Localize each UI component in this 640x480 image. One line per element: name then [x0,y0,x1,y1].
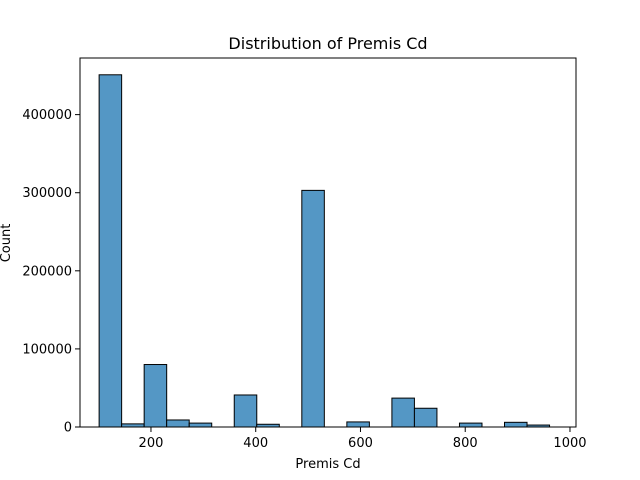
histogram-bar [346,421,370,428]
histogram-bar [98,74,123,428]
y-tick-label: 0 [64,421,72,436]
y-tick-label: 200000 [22,264,72,279]
histogram-bar [233,394,258,428]
y-axis-label: Count [0,224,14,263]
x-tick-label: 400 [243,436,268,451]
y-tick-label: 400000 [22,108,72,123]
chart-title: Distribution of Premis Cd [228,34,427,53]
plot-frame [79,57,577,428]
histogram-bar [188,422,213,428]
histogram-bar [413,407,438,428]
x-tick-label: 600 [348,436,373,451]
histogram-bar [391,397,415,428]
x-tick-label: 1000 [553,436,586,451]
histogram-bar [143,364,168,428]
x-tick-label: 800 [453,436,478,451]
x-axis-label: Premis Cd [295,457,360,472]
bars-group [98,74,551,428]
y-axis-ticks: 0 100000 200000 300000 400000 [22,108,80,436]
y-tick-label: 100000 [22,342,72,357]
y-tick-label: 300000 [22,186,72,201]
histogram-bar [166,419,190,428]
histogram-bar [458,422,483,428]
x-axis-ticks: 200 400 600 800 1000 [139,427,587,451]
histogram-bar [301,189,325,428]
histogram-bar [504,421,528,428]
x-tick-label: 200 [139,436,164,451]
